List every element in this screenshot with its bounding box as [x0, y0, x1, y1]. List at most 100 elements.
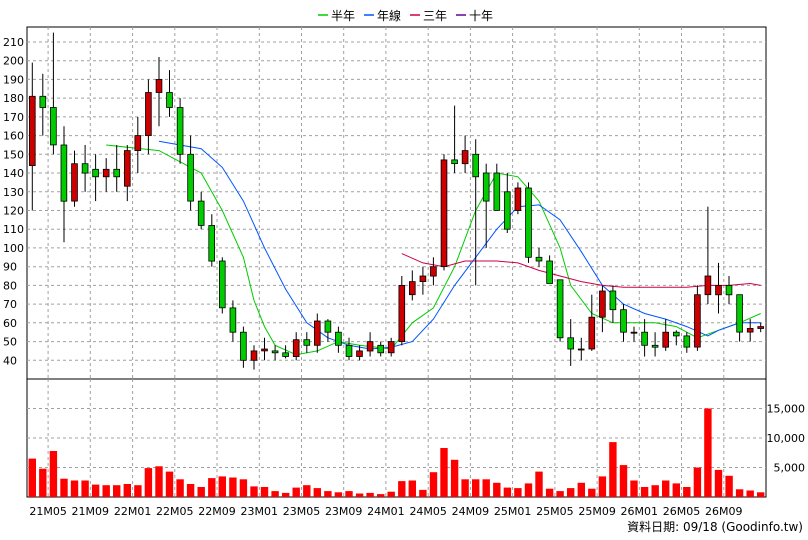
price-tick-label: 40	[3, 354, 17, 367]
x-tick-label: 26M01	[621, 505, 659, 518]
candle-body-down	[725, 284, 733, 296]
candle-body-up	[28, 95, 36, 167]
candles	[28, 32, 764, 370]
candle-body-up	[419, 275, 427, 282]
candle	[694, 285, 701, 351]
volume-bar	[693, 467, 702, 497]
volume-bar	[239, 479, 248, 497]
x-tick-label: 24M05	[409, 505, 447, 518]
year-line	[158, 140, 761, 350]
volume-bar	[324, 491, 332, 497]
price-tick-label: 150	[3, 148, 24, 161]
volume-bar	[303, 485, 311, 497]
volume-bar	[165, 471, 174, 497]
candle-body-down	[683, 335, 691, 348]
volume-bar	[155, 466, 163, 497]
volume-bar	[577, 482, 585, 497]
candle-body-up	[440, 159, 448, 267]
x-tick-label: 22M05	[156, 505, 194, 518]
volume-bar	[81, 480, 89, 497]
volume-bar	[503, 487, 512, 497]
price-tick-label: 50	[3, 336, 17, 349]
moving-average-lines	[106, 140, 761, 356]
volume-bar	[144, 468, 153, 497]
candle	[419, 266, 427, 295]
candle	[145, 79, 152, 155]
volume-bar	[567, 488, 575, 497]
candle-body-down	[472, 153, 479, 178]
candle	[176, 98, 184, 164]
volume-bar	[419, 489, 427, 497]
candle-body-down	[208, 225, 216, 262]
candle	[715, 262, 722, 314]
candle-body-up	[366, 341, 374, 352]
candle	[377, 341, 384, 357]
candle	[187, 135, 194, 211]
candle	[250, 345, 258, 370]
candle	[197, 191, 205, 230]
candle	[366, 332, 374, 357]
three-year-line	[401, 253, 761, 288]
volume-tick-labels: 5,000 10,000 15,000	[767, 403, 806, 475]
candle	[599, 285, 606, 333]
legend-label: 十年	[469, 9, 493, 23]
candle-body-up	[577, 348, 585, 351]
candle-body-up	[430, 266, 437, 277]
price-tick-labels: 40 50 60 70 80 90 100 110 120 130 140 150 160 170 180 1…	[3, 36, 24, 367]
candle	[673, 330, 680, 346]
volume-bar	[556, 491, 564, 497]
x-tick-label: 25M01	[494, 505, 532, 518]
price-panel: 40 50 60 70 80 90 100 110 120 130 140 150 160 170 180 1…	[3, 26, 767, 380]
volume-bar	[49, 451, 58, 497]
legend-label: 半年	[331, 9, 355, 23]
candle-body-down	[240, 331, 247, 361]
candle-body-up	[715, 284, 722, 296]
x-tick-label: 25M05	[536, 505, 574, 518]
volume-bar	[398, 481, 406, 497]
candle	[134, 116, 142, 173]
candle	[113, 145, 121, 192]
volume-bar	[102, 485, 110, 497]
candle	[124, 145, 131, 202]
volume-bar	[746, 490, 754, 497]
candle-body-up	[124, 150, 131, 187]
volume-bar	[630, 480, 638, 497]
volume-bar	[134, 485, 142, 497]
legend-item: 半年	[318, 9, 355, 23]
volume-bars	[28, 408, 765, 497]
price-grid	[27, 27, 766, 379]
candle-body-up	[588, 316, 596, 350]
candle	[92, 154, 99, 202]
volume-bar	[450, 459, 459, 497]
volume-bar	[70, 480, 79, 497]
candle	[503, 173, 511, 233]
candle-body-up	[71, 163, 78, 202]
volume-bar	[482, 479, 490, 497]
x-axis-labels: 21M05 21M09 22M01 22M05 22M09 23M01 23M05 23M09…	[29, 505, 742, 518]
candle	[240, 326, 247, 368]
candle	[472, 139, 479, 286]
volume-bar	[440, 448, 448, 497]
legend-item: 年線	[364, 8, 401, 23]
candle	[683, 332, 691, 353]
candle	[440, 154, 448, 271]
volume-bar	[345, 491, 353, 497]
candle	[662, 319, 669, 351]
candle-body-down	[525, 187, 532, 258]
candle-body-down	[197, 200, 205, 226]
candle-body-down	[673, 331, 680, 337]
x-tick-label: 25M09	[578, 505, 616, 518]
price-tick-label: 60	[3, 317, 17, 330]
candle-body-down	[535, 256, 543, 262]
volume-bar	[598, 476, 607, 497]
volume-tick-label: 5,000	[774, 462, 806, 475]
x-tick-label: 22M09	[198, 505, 236, 518]
candle	[282, 345, 289, 359]
candle-body-up	[694, 294, 701, 348]
candle-body-down	[503, 191, 511, 230]
candle-body-down	[92, 168, 99, 178]
price-tick-label: 80	[3, 279, 17, 292]
volume-bar	[735, 489, 744, 497]
volume-bar	[176, 479, 184, 497]
price-tick-label: 160	[3, 130, 24, 143]
